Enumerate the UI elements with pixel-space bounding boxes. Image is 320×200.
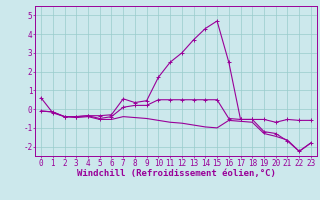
X-axis label: Windchill (Refroidissement éolien,°C): Windchill (Refroidissement éolien,°C) — [76, 169, 276, 178]
